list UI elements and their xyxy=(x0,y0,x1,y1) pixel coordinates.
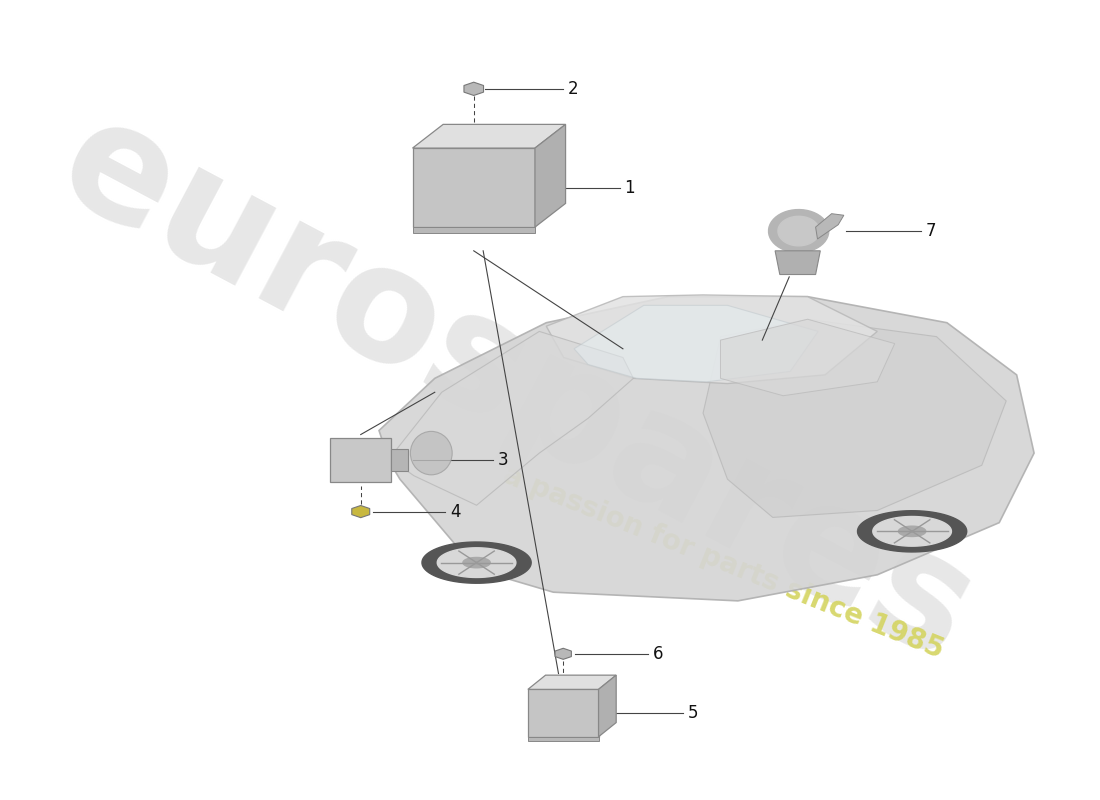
Polygon shape xyxy=(528,737,598,741)
Polygon shape xyxy=(776,251,821,274)
Polygon shape xyxy=(815,214,844,239)
Polygon shape xyxy=(330,438,392,482)
Polygon shape xyxy=(535,124,565,227)
Polygon shape xyxy=(464,82,484,95)
Text: 3: 3 xyxy=(498,451,508,470)
Polygon shape xyxy=(872,517,952,546)
Text: 5: 5 xyxy=(688,704,698,722)
Polygon shape xyxy=(392,450,408,471)
Polygon shape xyxy=(528,690,598,737)
Polygon shape xyxy=(858,510,967,552)
Text: 7: 7 xyxy=(926,222,936,240)
Text: 1: 1 xyxy=(625,178,635,197)
Text: 4: 4 xyxy=(450,502,461,521)
Polygon shape xyxy=(412,148,535,227)
Polygon shape xyxy=(778,216,820,246)
Polygon shape xyxy=(422,542,531,583)
Polygon shape xyxy=(547,295,878,383)
Polygon shape xyxy=(556,648,571,659)
Ellipse shape xyxy=(410,431,452,475)
Polygon shape xyxy=(703,319,1006,518)
Polygon shape xyxy=(389,331,634,506)
Text: a passion for parts since 1985: a passion for parts since 1985 xyxy=(499,462,948,665)
Polygon shape xyxy=(899,526,926,537)
Text: 2: 2 xyxy=(568,80,579,98)
Polygon shape xyxy=(463,558,491,568)
Polygon shape xyxy=(438,548,516,578)
Polygon shape xyxy=(574,306,818,382)
Text: 6: 6 xyxy=(652,645,663,663)
Polygon shape xyxy=(598,675,616,737)
Polygon shape xyxy=(412,227,535,234)
Polygon shape xyxy=(352,506,370,518)
Polygon shape xyxy=(720,319,894,396)
Polygon shape xyxy=(769,210,828,253)
Polygon shape xyxy=(379,297,1034,601)
Polygon shape xyxy=(528,675,616,690)
Text: eurospares: eurospares xyxy=(34,84,999,694)
Polygon shape xyxy=(412,124,565,148)
